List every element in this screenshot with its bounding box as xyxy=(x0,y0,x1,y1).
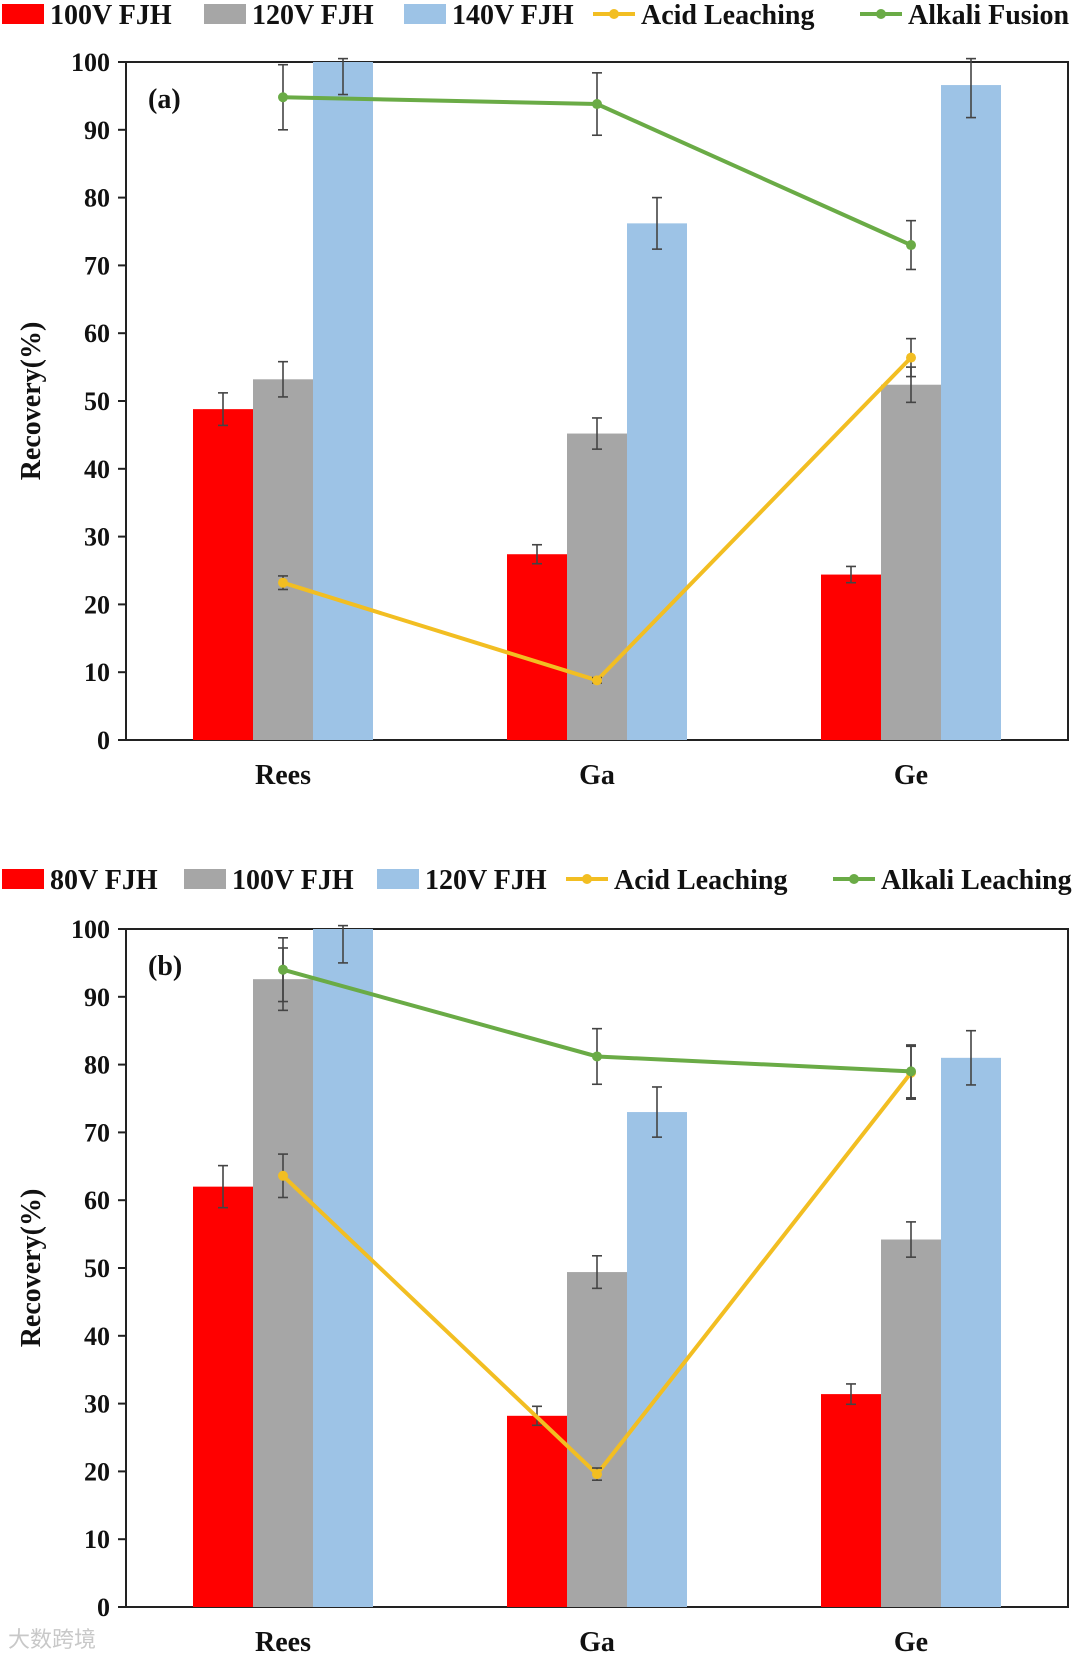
y-tick-label: 20 xyxy=(84,590,110,619)
y-tick-label: 50 xyxy=(84,387,110,416)
x-category-label: Ge xyxy=(894,1627,928,1658)
series-point xyxy=(592,99,602,110)
bar xyxy=(627,1112,687,1607)
legend-label: 120V FJH xyxy=(252,0,374,31)
legend-swatch xyxy=(377,869,419,889)
panel-label: (a) xyxy=(148,84,181,115)
bar xyxy=(507,554,567,740)
bar xyxy=(193,1186,253,1607)
series-point xyxy=(278,964,288,975)
legend-marker xyxy=(849,874,859,884)
y-tick-label: 50 xyxy=(84,1254,110,1283)
bar xyxy=(881,1239,941,1607)
y-tick-label: 40 xyxy=(84,455,110,484)
y-tick-label: 60 xyxy=(84,1186,110,1215)
panel-label: (b) xyxy=(148,951,182,982)
bar xyxy=(313,929,373,1607)
bar xyxy=(193,409,253,740)
x-category-label: Ga xyxy=(579,1627,615,1658)
legend-label: 140V FJH xyxy=(452,0,574,31)
x-category-label: Ga xyxy=(579,760,615,791)
y-tick-label: 80 xyxy=(84,1051,110,1080)
series-point xyxy=(278,1170,288,1181)
watermark-text: 大数跨境 xyxy=(8,1628,97,1653)
bar xyxy=(821,1394,881,1607)
bar xyxy=(627,223,687,740)
series-point xyxy=(906,1066,916,1077)
bar xyxy=(821,574,881,740)
legend-swatch xyxy=(204,4,246,24)
legend-swatch xyxy=(404,4,446,24)
x-category-label: Rees xyxy=(255,1627,311,1658)
y-tick-label: 40 xyxy=(84,1322,110,1351)
legend-label: 100V FJH xyxy=(50,0,172,31)
y-tick-label: 70 xyxy=(84,251,110,280)
y-tick-label: 20 xyxy=(84,1457,110,1486)
y-tick-label: 30 xyxy=(84,1390,110,1419)
y-tick-label: 10 xyxy=(84,658,110,687)
bar xyxy=(567,433,627,740)
y-tick-label: 30 xyxy=(84,523,110,552)
legend-label: 120V FJH xyxy=(425,865,547,896)
legend-label: Acid Leaching xyxy=(641,0,814,31)
bar xyxy=(313,62,373,740)
y-tick-label: 100 xyxy=(71,915,110,944)
series-point xyxy=(592,1469,602,1480)
legend-swatch xyxy=(2,869,44,889)
bar xyxy=(253,979,313,1607)
legend-marker xyxy=(609,9,619,19)
y-tick-label: 60 xyxy=(84,319,110,348)
series-point xyxy=(906,352,916,363)
legend-swatch xyxy=(2,4,44,24)
legend-label: Acid Leaching xyxy=(614,865,787,896)
y-tick-label: 0 xyxy=(97,726,110,755)
y-tick-label: 100 xyxy=(71,48,110,77)
y-tick-label: 80 xyxy=(84,184,110,213)
y-tick-label: 90 xyxy=(84,983,110,1012)
series-point xyxy=(278,92,288,103)
y-axis-label: Recovery(%) xyxy=(16,322,47,481)
legend-swatch xyxy=(184,869,226,889)
bar xyxy=(941,85,1001,740)
y-tick-label: 70 xyxy=(84,1118,110,1147)
bar xyxy=(881,384,941,740)
x-category-label: Rees xyxy=(255,760,311,791)
bar xyxy=(941,1057,1001,1607)
bar xyxy=(567,1272,627,1607)
y-axis-label: Recovery(%) xyxy=(16,1189,47,1348)
series-point xyxy=(592,1051,602,1062)
legend-label: Alkali Leaching xyxy=(881,865,1072,896)
y-tick-label: 90 xyxy=(84,116,110,145)
y-tick-label: 0 xyxy=(97,1593,110,1622)
legend-label: 100V FJH xyxy=(232,865,354,896)
bar xyxy=(253,379,313,740)
legend-label: Alkali Fusion xyxy=(908,0,1069,31)
legend-marker xyxy=(582,874,592,884)
legend-marker xyxy=(876,9,886,19)
series-point xyxy=(906,240,916,251)
legend-label: 80V FJH xyxy=(50,865,158,896)
x-category-label: Ge xyxy=(894,760,928,791)
bar xyxy=(507,1415,567,1607)
series-point xyxy=(278,577,288,588)
y-tick-label: 10 xyxy=(84,1525,110,1554)
series-point xyxy=(592,675,602,686)
